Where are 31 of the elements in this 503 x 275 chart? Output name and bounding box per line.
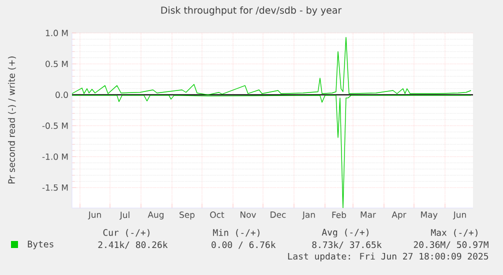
chart-title: Disk throughput for /dev/sdb - by year (161, 6, 342, 16)
x-tick-label: Dec (270, 212, 286, 218)
text: 8.73k/ 37.65k (312, 241, 382, 249)
y-tick-label: -0.5 M (42, 122, 68, 129)
x-tick-label: Jan (302, 212, 315, 220)
y-tick-label: 0.5 M (46, 60, 68, 68)
y-tick-label: 1.0 M (46, 30, 68, 36)
text: Avg (-/+) (322, 228, 368, 238)
y-tick-label: -1.0 M (42, 153, 68, 160)
text: 2.41k/ 80.26k (98, 241, 168, 249)
text: Max (-/+) (431, 228, 478, 237)
x-tick-label: Jul (119, 212, 130, 220)
y-tick-label: 0.0 (56, 92, 68, 98)
x-tick-label: Apr (392, 212, 406, 220)
x-tick-label: Feb (332, 212, 346, 218)
text: 0.00 / 6.76k (212, 241, 276, 249)
x-tick-label: Nov (240, 212, 256, 218)
text: Last update: Fri Jun 27 18:00:09 2025 (288, 252, 488, 262)
y-tick-label: -1.5 M (42, 184, 68, 191)
text: 20.36M/ 50.97M (414, 241, 488, 249)
x-tick-label: Sep (180, 212, 195, 220)
text: Min (-/+) (213, 229, 260, 238)
x-tick-label: May (421, 212, 438, 220)
x-tick-label: Mar (360, 212, 376, 218)
x-tick-label: Aug (148, 212, 164, 220)
text: Cur (-/+) (103, 228, 150, 237)
x-tick-label: Oct (210, 212, 224, 218)
x-tick-label: Jun (452, 212, 466, 220)
y-axis-title: Pr second read (-) / write (+) (8, 56, 16, 184)
legend-label: Bytes (28, 240, 54, 250)
x-tick-label: Jun (88, 212, 101, 220)
